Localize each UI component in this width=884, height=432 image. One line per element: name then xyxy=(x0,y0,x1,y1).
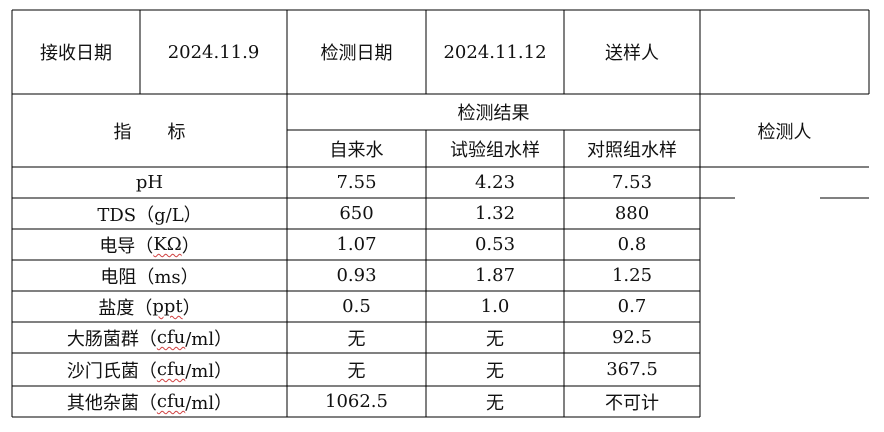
column-test-group: 试验组水样 xyxy=(450,139,540,161)
result-value: 无 xyxy=(347,360,366,382)
indicator-header: 指 标 xyxy=(113,121,186,143)
indicator-name: TDS（g/L） xyxy=(12,198,287,229)
column-control-group: 对照组水样 xyxy=(587,139,677,161)
result-value: 92.5 xyxy=(611,327,653,348)
result-value: 0.8 xyxy=(617,234,647,255)
indicator-unit: cfu xyxy=(156,327,186,348)
result-value: 0.53 xyxy=(474,234,516,255)
result-value: 1062.5 xyxy=(325,391,388,412)
result-value: 1.25 xyxy=(611,265,653,286)
indicator-unit-suffix: ） xyxy=(182,297,201,319)
result-value: 367.5 xyxy=(606,359,658,380)
test-date-value: 2024.11.12 xyxy=(443,41,547,63)
result-value: 7.55 xyxy=(336,172,377,193)
indicator-name: pH xyxy=(12,167,287,198)
indicator-unit-suffix: ） xyxy=(181,235,200,257)
indicator-label: TDS（g/L） xyxy=(97,204,202,226)
receive-date-value: 2024.11.9 xyxy=(167,41,260,63)
result-value: 0.5 xyxy=(342,296,371,317)
result-value: 4.23 xyxy=(474,172,516,193)
result-value: 0.7 xyxy=(617,296,647,317)
indicator-unit-suffix: /ml） xyxy=(185,360,233,382)
indicator-label: 电导（ xyxy=(99,235,154,257)
receive-date-label: 接收日期 xyxy=(40,43,112,64)
sender-value xyxy=(700,10,869,94)
result-value: 1.87 xyxy=(474,265,516,286)
test-date-label: 检测日期 xyxy=(320,43,393,64)
indicator-name: 大肠菌群（ cfu/ml） xyxy=(12,322,287,353)
result-value: 1.32 xyxy=(474,203,516,224)
result-value: 不可计 xyxy=(605,392,659,414)
result-value: 1.0 xyxy=(480,296,510,317)
result-value: 1.07 xyxy=(336,234,377,255)
result-value: 无 xyxy=(486,328,504,350)
results-header: 检测结果 xyxy=(457,103,530,124)
indicator-unit: KΩ xyxy=(153,234,182,255)
tester-header: 检测人 xyxy=(757,121,812,143)
indicator-unit: cfu xyxy=(156,359,186,380)
indicator-label: pH xyxy=(135,172,164,193)
result-value: 7.53 xyxy=(611,172,653,193)
indicator-label: 电阻（ms） xyxy=(100,266,199,288)
indicator-name: 电阻（ms） xyxy=(12,260,287,291)
indicator-name: 盐度（ ppt） xyxy=(12,291,287,322)
indicator-name: 其他杂菌（ cfu/ml） xyxy=(12,386,287,417)
result-value: 无 xyxy=(486,392,504,414)
result-value: 0.93 xyxy=(336,265,377,286)
indicator-label: 大肠菌群（ xyxy=(66,328,157,350)
indicator-unit: ppt xyxy=(152,296,183,317)
indicator-unit-suffix: /ml） xyxy=(185,328,233,350)
result-value: 无 xyxy=(347,328,366,350)
indicator-name: 沙门氏菌（ cfu/ml） xyxy=(12,353,287,386)
column-tap-water: 自来水 xyxy=(329,139,384,161)
indicator-name: 电导（ KΩ） xyxy=(12,229,287,260)
indicator-label: 沙门氏菌（ xyxy=(66,360,157,382)
indicator-unit-suffix: /ml） xyxy=(185,392,233,414)
result-value: 880 xyxy=(614,203,650,224)
sender-label: 送样人 xyxy=(605,43,659,64)
indicator-label: 盐度（ xyxy=(98,297,153,319)
result-value: 无 xyxy=(486,360,504,382)
result-value: 650 xyxy=(339,203,374,224)
indicator-label: 其他杂菌（ xyxy=(66,392,157,414)
indicator-unit: cfu xyxy=(156,391,186,412)
